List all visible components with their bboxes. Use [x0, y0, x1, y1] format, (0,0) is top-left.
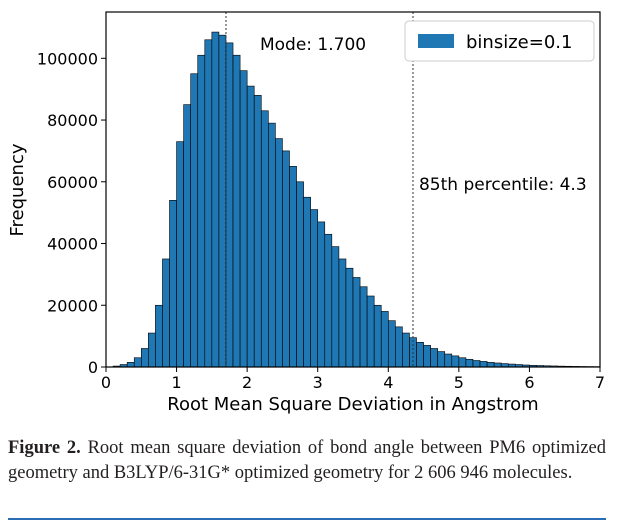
histogram-bar: [416, 341, 424, 368]
histogram-bar: [338, 258, 347, 368]
x-tick-label: 1: [171, 373, 181, 392]
tick-labels: 0 1 2 3 4 5 6 7 0 20000 40000 60000 80000 100000: [37, 49, 605, 392]
histogram-bar: [437, 351, 446, 368]
histogram-bar: [211, 31, 220, 368]
histogram-bar: [282, 150, 290, 368]
histogram-bar: [366, 295, 375, 368]
axes: [105, 11, 601, 368]
histogram-bar: [493, 362, 502, 368]
histogram-bar: [190, 73, 199, 368]
histogram-bar: [359, 286, 368, 368]
y-tick-label: 100000: [37, 49, 98, 68]
histogram-bar: [303, 196, 311, 368]
histogram-bar: [183, 104, 191, 368]
histogram-bar: [465, 358, 474, 368]
histogram-bar: [197, 54, 206, 368]
legend: binsize=0.1: [404, 20, 595, 62]
histogram-bar: [155, 304, 163, 368]
histogram-bar: [444, 353, 453, 368]
x-tick-label: 4: [383, 373, 393, 392]
histogram-bar: [458, 357, 467, 368]
histogram-bar: [486, 362, 495, 368]
histogram-bar: [380, 311, 389, 368]
caption-rule: [8, 518, 606, 520]
histogram-bar: [140, 348, 149, 368]
histogram-bar: [148, 332, 156, 368]
histogram-bar: [133, 357, 142, 368]
histogram-bar: [169, 200, 177, 368]
histogram-bar: [402, 332, 410, 368]
histogram-bar: [430, 348, 438, 368]
histogram-bar: [395, 326, 403, 368]
y-tick-label: 60000: [47, 173, 98, 192]
y-tick-label: 0: [88, 358, 98, 377]
caption-text: Root mean square deviation of bond angle…: [8, 438, 607, 483]
plot-frame: [105, 11, 601, 368]
histogram-bar: [246, 85, 255, 368]
histogram-bar: [296, 181, 304, 368]
histogram-bar: [423, 345, 431, 368]
y-tick-label: 20000: [47, 296, 98, 315]
histogram-bar: [352, 277, 361, 368]
x-tick-label: 3: [313, 373, 323, 392]
y-tick-label: 80000: [47, 111, 98, 130]
figure-caption: Figure 2. Root mean square deviation of …: [8, 436, 606, 486]
histogram-bar: [260, 110, 269, 368]
legend-label: binsize=0.1: [466, 32, 572, 53]
histogram-bar: [479, 361, 488, 368]
reference-lines: Mode: 1.700 85th percentile: 4.3: [225, 12, 587, 367]
x-tick-label: 2: [242, 373, 252, 392]
x-tick-label: 7: [595, 373, 605, 392]
histogram-bar: [162, 258, 170, 368]
histogram-bar: [310, 209, 319, 368]
x-axis-label: Root Mean Square Deviation in Angstrom: [167, 394, 538, 415]
y-tick-label: 40000: [47, 235, 98, 254]
histogram-bar: [218, 34, 227, 368]
reference-line-label: 85th percentile: 4.3: [419, 175, 587, 195]
histogram-bar: [232, 54, 241, 368]
histogram-bar: [126, 362, 135, 368]
histogram-bar: [289, 166, 297, 368]
y-axis-label: Frequency: [7, 143, 28, 236]
x-tick-label: 5: [454, 373, 464, 392]
x-tick-label: 6: [524, 373, 534, 392]
histogram-bar: [324, 233, 333, 368]
histogram-bar: [345, 267, 354, 368]
histogram-bar: [387, 320, 396, 368]
histogram-bar: [239, 70, 248, 368]
histogram-bar: [275, 138, 283, 368]
histogram-bar: [268, 122, 276, 368]
histogram-bar: [225, 42, 234, 368]
histogram-bars: [112, 31, 601, 368]
legend-swatch: [418, 34, 454, 48]
histogram-bar: [331, 246, 340, 368]
histogram-bar: [451, 355, 460, 368]
histogram-figure: Mode: 1.700 85th percentile: 4.3 0 1 2 3 4 5 6 7…: [7, 11, 605, 415]
histogram-bar: [317, 221, 326, 368]
histogram-bar: [472, 360, 481, 368]
histogram-bar: [204, 39, 213, 368]
caption-label: Figure 2.: [8, 438, 81, 458]
histogram-bar: [176, 141, 184, 368]
histogram-bar: [253, 95, 262, 368]
histogram-bar: [373, 304, 382, 368]
reference-line-label: Mode: 1.700: [260, 35, 366, 55]
x-tick-label: 0: [101, 373, 111, 392]
legend-frame: [404, 20, 595, 62]
